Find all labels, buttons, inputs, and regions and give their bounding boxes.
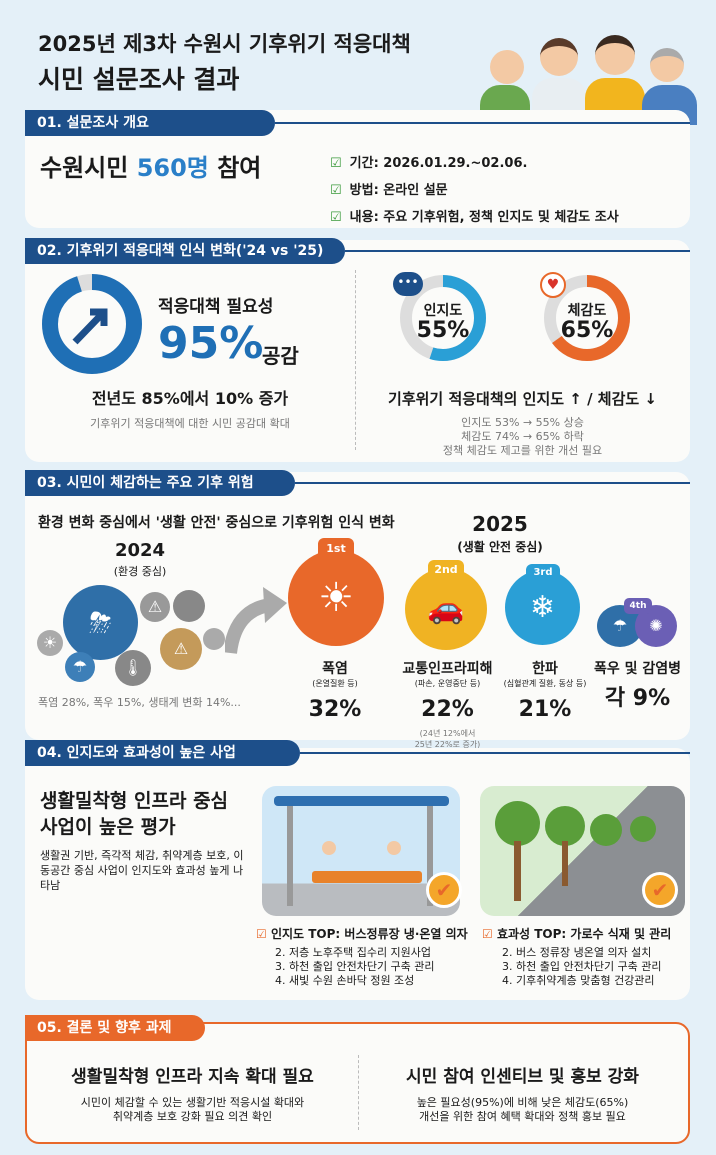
- cold-wave-icon: ❄: [505, 570, 580, 645]
- rank-badge: 4th: [624, 598, 652, 614]
- conclusion-right-title: 시민 참여 인센티브 및 홍보 강화: [406, 1067, 639, 1087]
- perception-label: 체감도: [567, 303, 607, 319]
- effectiveness-top-list: 2. 버스 정류장 냉온열 의자 설치 3. 하천 출입 안전차단기 구축 관리 4…: [502, 946, 662, 987]
- arrow-icon: [225, 587, 287, 655]
- overview-item: ☑ 내용: 주요 기후위험, 정책 인지도 및 체감도 조사: [330, 210, 619, 225]
- citizens-illustration: [470, 30, 700, 125]
- section-01-header: 01. 설문조사 개요: [25, 110, 275, 136]
- conclusion-left-title: 생활밀착형 인프라 지속 확대 필요: [71, 1067, 314, 1087]
- necessity-donut-fill: [42, 274, 142, 374]
- overview-item: ☑ 방법: 온라인 설문: [330, 183, 448, 198]
- awareness-donut: [400, 275, 486, 361]
- perception-value: 65%: [560, 318, 614, 343]
- badge-check-icon: ✔: [642, 872, 678, 908]
- participants-headline: 수원시민 560명 참여: [40, 154, 262, 182]
- yoy-change-sub: 기후위기 적응대책에 대한 시민 공감대 확대: [90, 417, 290, 430]
- badge-check-icon: ✔: [426, 872, 462, 908]
- rank-badge: 2nd: [428, 560, 464, 580]
- thermometer-icon: 🌡: [115, 650, 151, 686]
- title-line1: 2025년 제3차 수원시 기후위기 적응대책: [38, 32, 411, 56]
- necessity-label: 적응대책 필요성: [158, 297, 274, 317]
- year-2024-sub: (환경 중심): [113, 565, 167, 578]
- rank-item-2: 교통인프라피해 (파손, 운영중단 등) 22% (24년 12%에서 25년 …: [402, 661, 493, 749]
- section-02-header: 02. 기후위기 적응대책 인식 변화('24 vs '25): [25, 238, 345, 264]
- projects-title: 생활밀착형 인프라 중심 사업이 높은 평가: [40, 790, 229, 838]
- title-line2: 시민 설문조사 결과: [38, 65, 240, 94]
- awareness-top-list: 2. 저층 노후주택 집수리 지원사업 3. 하천 출입 안전차단기 구축 관리 4…: [275, 946, 435, 987]
- rank-item-3: 한파 (심혈관계 질환, 동상 등) 21%: [503, 661, 587, 722]
- heart-icon: ♥: [540, 272, 566, 298]
- overview-item: ☑ 기간: 2026.01.29.~02.06.: [330, 156, 528, 171]
- awareness-value: 55%: [416, 318, 470, 343]
- effectiveness-top: ☑ 효과성 TOP: 가로수 식재 및 관리: [482, 927, 672, 941]
- conclusion-right-desc: 높은 필요성(95%)에 비해 낮은 체감도(65%) 개선을 위한 참여 혜택 …: [416, 1096, 629, 1123]
- necessity-value: 95%: [158, 318, 264, 369]
- projects-desc: 생활권 기반, 즉각적 체감, 취약계층 보호, 이동공간 중심 사업이 인지도…: [40, 849, 244, 892]
- rain-icon: ☂: [65, 652, 95, 682]
- conclusion-card: [25, 1022, 690, 1144]
- awareness-details: 인지도 53% → 55% 상승 체감도 74% → 65% 하락 정책 체감도 제…: [442, 416, 603, 457]
- traffic-infra-icon: 🚗: [405, 568, 487, 650]
- section-03-header: 03. 시민이 체감하는 주요 기후 위험: [25, 470, 295, 496]
- risk-cluster-2024: ⛈ ⚠ ☀ ☂ 🌡 ⚠: [35, 580, 235, 686]
- section-04-header: 04. 인지도와 효과성이 높은 사업: [25, 740, 300, 766]
- section-05-header: 05. 결론 및 향후 과제: [25, 1015, 205, 1041]
- checkbox-icon: ☑: [482, 927, 493, 941]
- rank-badge: 3rd: [526, 564, 560, 582]
- yoy-change: 전년도 85%에서 10% 증가: [91, 389, 289, 408]
- check-icon: ☑: [330, 210, 342, 225]
- necessity-donut: [42, 274, 142, 374]
- necessity-suffix: 공감: [262, 344, 299, 368]
- risks-subtitle: 환경 변화 중심에서 '생활 안전' 중심으로 기후위험 인식 변화: [38, 515, 395, 531]
- check-icon: ☑: [330, 183, 342, 198]
- check-icon: ☑: [330, 156, 342, 171]
- sun-icon: ☀: [37, 630, 63, 656]
- awareness-title: 기후위기 적응대책의 인지도 ↑ / 체감도 ↓: [388, 390, 657, 408]
- road-warning-icon: ⚠: [160, 628, 202, 670]
- overview-list: ☑ 기간: 2026.01.29.~02.06. ☑ 방법: 온라인 설문 ☑ 내용:…: [330, 150, 619, 231]
- speech-bubble-icon: •••: [393, 272, 423, 296]
- heatwave-icon: ☀: [288, 550, 384, 646]
- up-arrow-icon: [72, 308, 108, 345]
- year-2024: 2024: [114, 540, 166, 561]
- awareness-label: 인지도: [423, 303, 463, 319]
- rank-item-1: 폭염 (온열질환 등) 32%: [308, 661, 362, 722]
- year-2025-sub: (생활 안전 중심): [457, 540, 543, 554]
- rank-badge: 1st: [318, 538, 354, 560]
- rank-item-4: 폭우 및 감염병 각 9%: [593, 661, 682, 711]
- awareness-top: ☑ 인지도 TOP: 버스정류장 냉·온열 의자: [256, 927, 468, 941]
- checkbox-icon: ☑: [256, 927, 267, 941]
- storm-icon: ⛈: [63, 585, 138, 660]
- warning-icon: ⚠: [140, 592, 170, 622]
- year-2025: 2025: [472, 512, 528, 536]
- perception-donut: [544, 275, 630, 361]
- stats-2024: 폭염 28%, 폭우 15%, 생태계 변화 14%...: [38, 696, 241, 709]
- conclusion-left-desc: 시민이 체감할 수 있는 생활기반 적응시설 확대와 취약계층 보호 강화 필요 …: [80, 1096, 305, 1123]
